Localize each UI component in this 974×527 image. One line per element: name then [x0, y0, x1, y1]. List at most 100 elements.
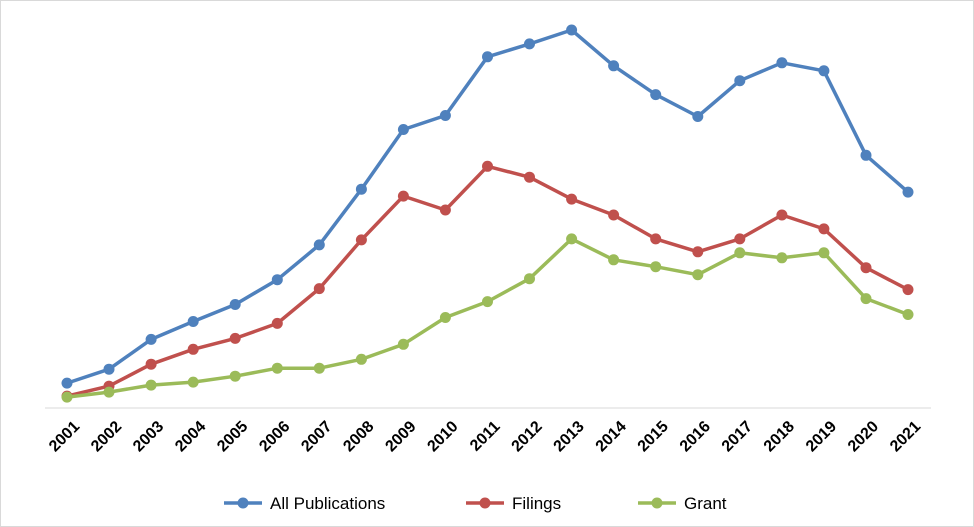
data-point: [271, 317, 283, 329]
x-tick-label: 2021: [887, 418, 924, 455]
x-tick-label: 2004: [172, 418, 209, 455]
data-point: [566, 193, 578, 205]
data-point: [355, 183, 367, 195]
x-tick-label: 2010: [424, 418, 461, 455]
data-point: [860, 293, 872, 305]
series-line: [66, 28, 910, 385]
x-tick-label: 2020: [845, 418, 882, 455]
x-tick-label: 2005: [214, 418, 251, 455]
data-point: [734, 233, 746, 245]
x-tick-label: 2018: [761, 418, 798, 455]
data-point: [566, 24, 578, 36]
data-point: [145, 333, 157, 345]
data-point: [608, 60, 620, 72]
data-point: [482, 51, 493, 63]
x-tick-label: 2006: [256, 418, 293, 455]
legend-label: All Publications: [270, 494, 385, 513]
data-point: [103, 363, 115, 375]
data-point: [902, 309, 914, 320]
legend-swatch-marker: [479, 497, 491, 509]
series-layer: [61, 24, 914, 403]
data-point: [524, 273, 535, 285]
data-point: [692, 269, 704, 281]
data-point: [187, 376, 199, 388]
x-tick-label: 2003: [130, 418, 167, 455]
data-point: [734, 247, 746, 259]
x-tick-label: 2019: [803, 418, 840, 455]
series-grant: [61, 233, 914, 403]
data-point: [482, 160, 493, 172]
x-tick-label: 2013: [551, 418, 588, 455]
data-point: [397, 190, 409, 202]
data-point: [313, 362, 325, 374]
x-tick-label: 2009: [382, 418, 419, 455]
data-point: [818, 65, 830, 77]
data-point: [860, 262, 872, 274]
data-point: [566, 233, 578, 245]
data-point: [439, 312, 451, 323]
x-tick-label: 2008: [340, 418, 377, 455]
legend-entry: Grant: [638, 494, 727, 513]
data-point: [229, 332, 241, 344]
data-point: [313, 283, 325, 295]
data-point: [818, 247, 830, 259]
legend-entry: Filings: [466, 494, 561, 513]
data-point: [650, 89, 662, 101]
data-point: [397, 338, 409, 350]
data-point: [439, 110, 451, 121]
data-point: [355, 353, 367, 365]
data-point: [229, 299, 241, 310]
data-point: [397, 124, 409, 135]
data-point: [524, 38, 535, 50]
series-line: [66, 164, 909, 398]
data-point: [524, 171, 535, 183]
legend-swatch-marker: [237, 497, 249, 509]
data-point: [439, 204, 451, 216]
data-point: [229, 370, 241, 382]
data-point: [61, 377, 73, 389]
legend-label: Grant: [684, 494, 727, 513]
x-tick-label: 2011: [467, 418, 504, 455]
x-tick-label: 2017: [719, 418, 756, 455]
series-filings: [61, 160, 914, 402]
legend: All Publications Filings Grant: [224, 494, 727, 513]
x-tick-labels: 2001 2002 2003 2004 2005 2006 2007 2008 2009 2010…: [46, 418, 924, 455]
data-point: [692, 111, 704, 122]
x-tick-label: 2012: [509, 418, 546, 455]
data-point: [271, 362, 283, 374]
data-point: [692, 246, 704, 258]
data-point: [650, 261, 662, 273]
legend-entry: All Publications: [224, 494, 385, 513]
series-all-publications: [61, 24, 914, 389]
data-point: [187, 316, 199, 327]
data-point: [776, 57, 788, 69]
data-point: [734, 75, 746, 87]
x-tick-label: 2001: [46, 418, 83, 455]
x-tick-label: 2014: [593, 418, 630, 455]
data-point: [187, 343, 199, 355]
data-point: [61, 391, 73, 403]
data-point: [818, 223, 830, 235]
data-point: [313, 239, 325, 251]
data-point: [482, 296, 493, 308]
data-point: [860, 149, 872, 161]
data-point: [902, 284, 914, 296]
data-point: [902, 186, 914, 198]
x-tick-label: 2002: [88, 418, 125, 455]
legend-swatch-marker: [651, 497, 663, 509]
data-point: [355, 234, 367, 246]
x-tick-label: 2007: [298, 418, 335, 455]
legend-label: Filings: [512, 494, 561, 513]
data-point: [650, 233, 662, 245]
x-tick-label: 2016: [677, 418, 714, 455]
data-point: [103, 386, 115, 398]
data-point: [145, 358, 157, 370]
data-point: [608, 254, 620, 266]
data-point: [271, 274, 283, 286]
data-point: [608, 209, 620, 221]
x-tick-label: 2015: [635, 418, 672, 455]
data-point: [145, 379, 157, 391]
data-point: [776, 252, 788, 264]
data-point: [776, 209, 788, 221]
